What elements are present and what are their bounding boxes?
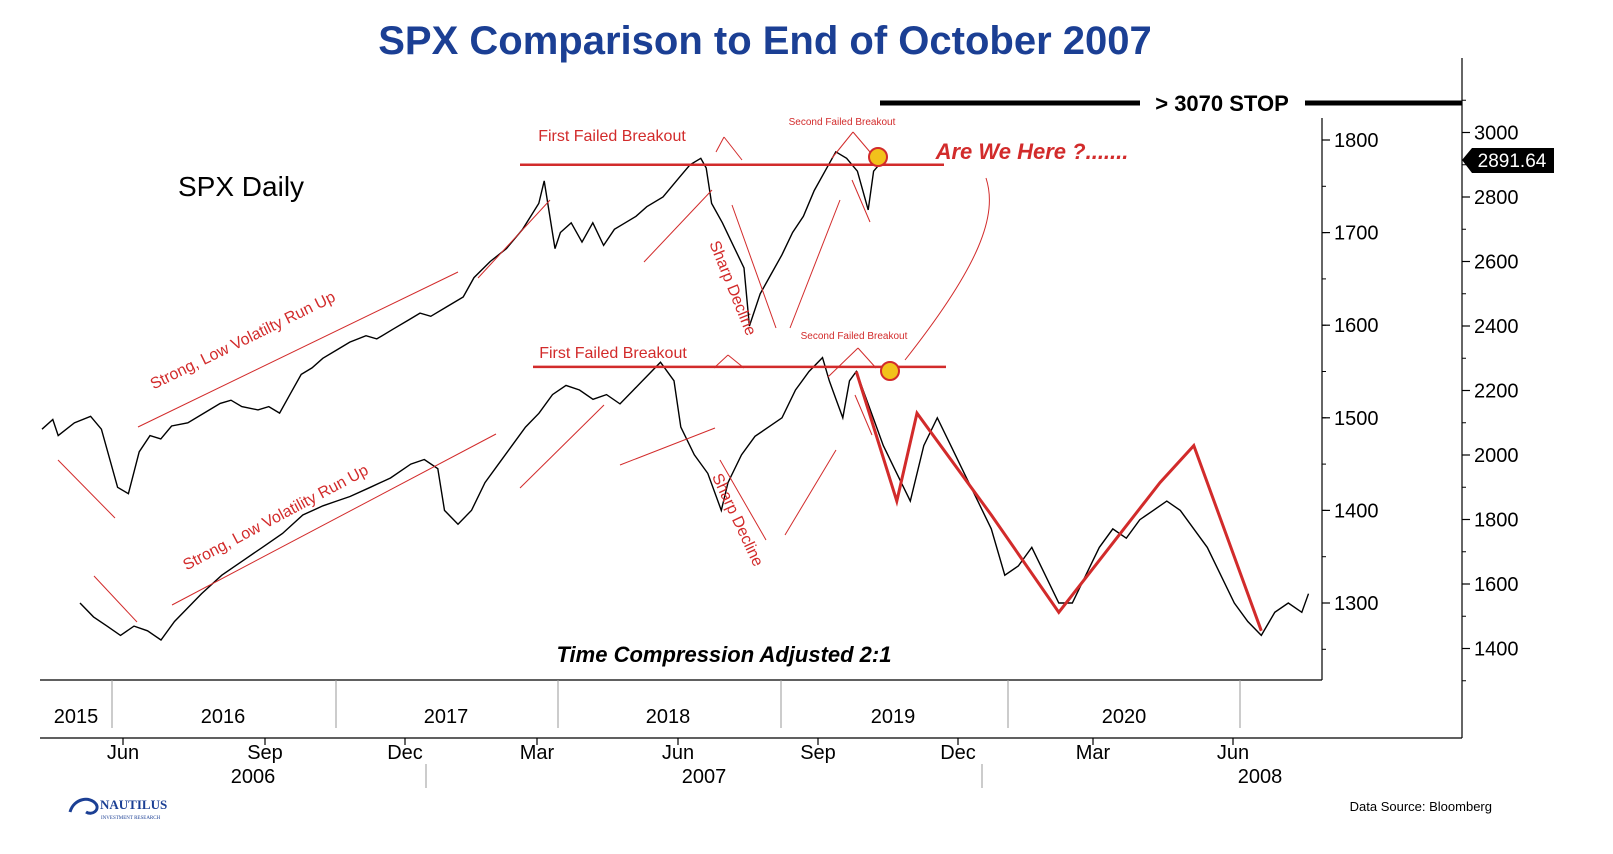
logo-subtext: INVESTMENT RESEARCH xyxy=(101,816,161,821)
top-year-label: 2019 xyxy=(871,706,916,728)
upper-dip-line xyxy=(57,459,116,519)
right-tick-label: 1400 xyxy=(1474,639,1519,661)
lower-peak-right xyxy=(727,354,745,369)
series-layer xyxy=(41,150,1310,641)
top-year-label: 2015 xyxy=(54,706,99,728)
lower-sharp-decline-label: Sharp Decline xyxy=(708,471,766,569)
upper-peak2-left xyxy=(831,131,854,159)
lower-second-dip xyxy=(854,394,873,436)
top-year-label: 2020 xyxy=(1102,706,1147,728)
lower-runup-line xyxy=(171,433,497,606)
lower-peak-left xyxy=(713,354,729,369)
top-year-label: 2017 xyxy=(424,706,469,728)
right-tick-label: 2400 xyxy=(1474,316,1519,338)
upper-recovery-line xyxy=(789,199,841,329)
upper-highlight-circle xyxy=(868,147,888,167)
last-price-value: 2891.64 xyxy=(1478,151,1547,172)
highlight-circles xyxy=(868,147,900,381)
inner-tick-label: 1500 xyxy=(1334,408,1379,430)
axes-frame xyxy=(40,58,1463,739)
month-label: Jun xyxy=(662,742,694,764)
spx-daily-label: SPX Daily xyxy=(178,171,304,202)
right-tick-label: 3000 xyxy=(1474,123,1519,145)
inner-tick-label: 1600 xyxy=(1334,315,1379,337)
upper-peak-left xyxy=(715,136,725,153)
right-tick-label: 2800 xyxy=(1474,187,1519,209)
lower-dip-line xyxy=(93,575,138,623)
inner-tick-label: 1400 xyxy=(1334,500,1379,522)
right-tick-label: 2600 xyxy=(1474,252,1519,274)
upper-sharp-decline-label: Sharp Decline xyxy=(705,239,758,339)
upper-second-failed-label: Second Failed Breakout xyxy=(789,117,896,128)
bottom-year-label: 2006 xyxy=(231,766,276,788)
upper-rise-line xyxy=(643,189,713,263)
inner-tick-label: 1300 xyxy=(1334,593,1379,615)
month-label: Sep xyxy=(800,742,836,764)
compression-note: Time Compression Adjusted 2:1 xyxy=(557,642,892,667)
nautilus-logo: NAUTILUS INVESTMENT RESEARCH xyxy=(68,797,167,821)
nautilus-shell-icon xyxy=(68,797,99,815)
x-axis: 2015 2016 2017 2018 2019 2020 Jun Sep Dec Mar Jun S… xyxy=(54,680,1283,788)
last-price-tag: 2891.64 xyxy=(1462,148,1554,173)
question-arrow-curve xyxy=(904,177,990,361)
data-source: Data Source: Bloomberg xyxy=(1350,799,1492,814)
upper-runup-line xyxy=(137,271,459,428)
price-tag-box xyxy=(1462,148,1554,173)
lower-peak2-left xyxy=(827,347,859,378)
month-label: Mar xyxy=(520,742,555,764)
projection-path xyxy=(854,371,1263,632)
lower-price-line xyxy=(79,356,1310,641)
month-label: Jun xyxy=(107,742,139,764)
lower-second-failed-label: Second Failed Breakout xyxy=(801,331,908,342)
upper-annotation-lines xyxy=(57,131,990,519)
month-label: Dec xyxy=(940,742,976,764)
month-label: Sep xyxy=(247,742,283,764)
upper-peak-right xyxy=(723,136,743,161)
inner-tick-label: 1800 xyxy=(1334,130,1379,152)
top-year-label: 2016 xyxy=(201,706,246,728)
lower-recovery-line xyxy=(784,449,837,536)
upper-first-failed-label: First Failed Breakout xyxy=(538,128,686,145)
right-axis: 1400 1600 1800 2000 2200 2400 2600 2800 3000 xyxy=(1462,99,1519,682)
lower-peak2-right xyxy=(857,347,877,369)
lower-decline-line xyxy=(719,459,767,541)
lower-runup-line-2 xyxy=(519,404,605,489)
right-tick-label: 2200 xyxy=(1474,381,1519,403)
lower-rise-line xyxy=(619,427,716,466)
lower-runup-label: Strong, Low Volatility Run Up xyxy=(180,462,371,574)
upper-decline-line xyxy=(731,204,777,329)
right-tick-label: 2000 xyxy=(1474,445,1519,467)
inner-axis: 1300 1400 1500 1600 1700 1800 xyxy=(1322,130,1379,650)
lower-annotation-lines xyxy=(93,347,877,623)
right-tick-label: 1600 xyxy=(1474,574,1519,596)
upper-peak2-right xyxy=(852,131,871,153)
question-label: Are We Here ?....... xyxy=(935,139,1129,164)
inner-tick-label: 1700 xyxy=(1334,223,1379,245)
month-label: Dec xyxy=(387,742,423,764)
month-label: Mar xyxy=(1076,742,1111,764)
upper-runup-label: Strong, Low Volatilty Run Up xyxy=(148,289,339,394)
chart-title: SPX Comparison to End of October 2007 xyxy=(378,19,1151,63)
logo-text: NAUTILUS xyxy=(100,797,167,812)
month-label: Jun xyxy=(1217,742,1249,764)
top-year-label: 2018 xyxy=(646,706,691,728)
stop-line-group: > 3070 STOP xyxy=(880,91,1462,116)
bottom-year-label: 2007 xyxy=(682,766,727,788)
lower-highlight-circle xyxy=(880,361,900,381)
upper-second-dip xyxy=(851,179,871,223)
lower-first-failed-label: First Failed Breakout xyxy=(539,345,687,362)
right-tick-label: 1800 xyxy=(1474,510,1519,532)
stop-label: > 3070 STOP xyxy=(1155,91,1289,116)
bottom-year-label: 2008 xyxy=(1238,766,1283,788)
upper-runup-line-2 xyxy=(477,199,551,279)
